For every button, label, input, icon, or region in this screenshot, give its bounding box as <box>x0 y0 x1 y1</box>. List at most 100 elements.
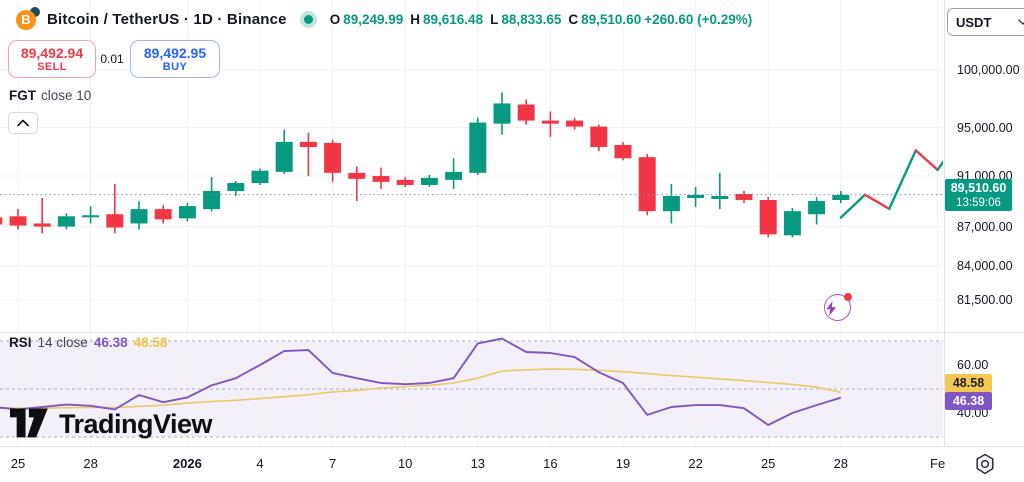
open-value: 89,249.99 <box>343 11 404 27</box>
candle-body <box>275 141 293 172</box>
change-value: +260.60 (+0.29%) <box>644 11 753 27</box>
candle-body <box>735 193 753 201</box>
bar-countdown: 13:59:06 <box>956 196 1001 209</box>
candle-body <box>566 120 584 127</box>
rsi-ma-badge: 48.58 <box>945 374 992 393</box>
chevron-down-icon <box>1018 19 1024 25</box>
candle-body <box>396 179 414 185</box>
candle-body <box>493 103 511 124</box>
price-tick-label: 95,000.00 <box>957 120 1013 135</box>
indicator-legend-fgt[interactable]: FGT close 10 <box>9 88 91 103</box>
price-tick-label: 87,000.00 <box>957 219 1013 234</box>
candle-body <box>517 104 535 121</box>
candle-body <box>541 120 559 124</box>
time-tick-label: 2026 <box>172 456 202 471</box>
price-tick-label: 100,000.00 <box>957 63 1020 77</box>
indicator-params: close 10 <box>41 88 92 103</box>
last-price-value: 89,510.60 <box>950 180 1007 195</box>
buy-button[interactable]: 89,492.95 BUY <box>130 40 220 78</box>
candle-body <box>33 223 51 227</box>
flash-alert-button[interactable] <box>824 293 852 321</box>
bitcoin-icon: B <box>16 7 40 30</box>
rsi-indicator-pane[interactable] <box>0 333 943 447</box>
price-axis[interactable]: USDT 100,000.00 95,000.00 91,000.00 87,000.… <box>945 0 1024 447</box>
spread-value: 0.01 <box>100 52 124 66</box>
ohlc-values: O 89,249.99 H 89,616.48 L 88,833.65 C 89,510… <box>330 12 753 27</box>
time-tick-label: 25 <box>760 456 776 471</box>
time-tick-label: 28 <box>83 456 98 471</box>
candle-body <box>324 142 342 173</box>
symbol-legend: B Bitcoin / TetherUS · 1D · Binance O 89,… <box>16 7 753 30</box>
currency-selector[interactable]: USDT <box>947 8 1024 36</box>
tradingview-logo-text: TradingView <box>59 408 213 439</box>
time-axis-divider <box>0 446 1024 447</box>
last-price-badge: 89,510.60 13:59:06 <box>945 178 1012 211</box>
candle-body <box>783 211 801 236</box>
candle-body <box>154 209 172 220</box>
open-label: O <box>329 11 341 27</box>
candle-body <box>808 201 826 215</box>
high-value: 89,616.48 <box>423 11 484 27</box>
candle-body <box>759 200 777 235</box>
rsi-current-value: 46.38 <box>93 335 128 350</box>
time-tick-label: Fe <box>930 456 946 471</box>
collapse-legend-button[interactable] <box>8 112 38 134</box>
candle-body <box>614 144 632 159</box>
candle-body <box>420 177 438 185</box>
candle-body <box>57 216 75 227</box>
time-axis[interactable]: 25 28 2026 4 7 10 13 16 19 22 25 28 Fe <box>0 447 1024 482</box>
time-tick-label: 10 <box>397 456 413 471</box>
time-tick-label: 28 <box>833 456 849 471</box>
candle-body <box>445 171 463 180</box>
symbol-title[interactable]: Bitcoin / TetherUS · 1D · Binance <box>47 10 287 28</box>
rsi-line-main <box>0 337 842 426</box>
time-tick-label: 22 <box>688 456 703 471</box>
forecast-line-segment[interactable] <box>888 149 918 211</box>
market-open-status-icon[interactable] <box>303 14 313 24</box>
candle-body <box>82 215 100 218</box>
high-label: H <box>410 11 421 27</box>
tradingview-logo: TradingView <box>10 408 213 440</box>
candle-body <box>590 126 608 148</box>
candle-body <box>711 195 729 200</box>
candle-body <box>687 194 705 198</box>
price-tick-label: 84,000.00 <box>957 259 1013 274</box>
forecast-line-segment[interactable] <box>839 193 867 219</box>
time-tick-label: 25 <box>10 456 26 471</box>
chevron-up-icon <box>17 119 29 127</box>
forecast-line-segment[interactable] <box>914 149 939 172</box>
close-value: 89,510.60 <box>581 11 642 27</box>
forecast-line-segment[interactable] <box>936 158 943 172</box>
rsi-name: RSI <box>9 335 32 350</box>
candle-body <box>348 172 366 179</box>
notification-dot <box>844 293 852 301</box>
sell-price: 89,492.94 <box>20 44 84 61</box>
indicator-legend-rsi[interactable]: RSI 14 close 46.38 48.58 <box>9 335 167 350</box>
time-tick-label: 7 <box>328 456 337 471</box>
sell-button[interactable]: 89,492.94 SELL <box>8 40 96 78</box>
candle-body <box>469 122 487 173</box>
pane-divider[interactable] <box>0 332 1024 333</box>
candle-body <box>662 195 680 212</box>
price-axis-divider <box>944 0 945 447</box>
settings-gear-icon[interactable] <box>972 451 998 477</box>
time-tick-label: 16 <box>543 456 558 471</box>
candle-body <box>227 182 245 191</box>
close-label: C <box>568 11 579 27</box>
main-price-chart[interactable] <box>0 0 943 333</box>
sell-label: SELL <box>37 60 67 73</box>
currency-selected: USDT <box>956 14 992 30</box>
low-label: L <box>490 11 499 27</box>
candle-body <box>638 157 656 212</box>
candle-body <box>9 216 27 226</box>
forecast-line-segment[interactable] <box>863 193 891 211</box>
rsi-value-badge: 46.38 <box>945 392 992 411</box>
candle-body <box>178 206 196 219</box>
candle-body <box>372 176 390 182</box>
time-tick-label: 13 <box>470 456 486 471</box>
rsi-ma-current-value: 48.58 <box>133 335 168 350</box>
low-value: 88,833.65 <box>501 11 562 27</box>
candle-body <box>0 217 3 225</box>
candle-body <box>203 190 221 210</box>
